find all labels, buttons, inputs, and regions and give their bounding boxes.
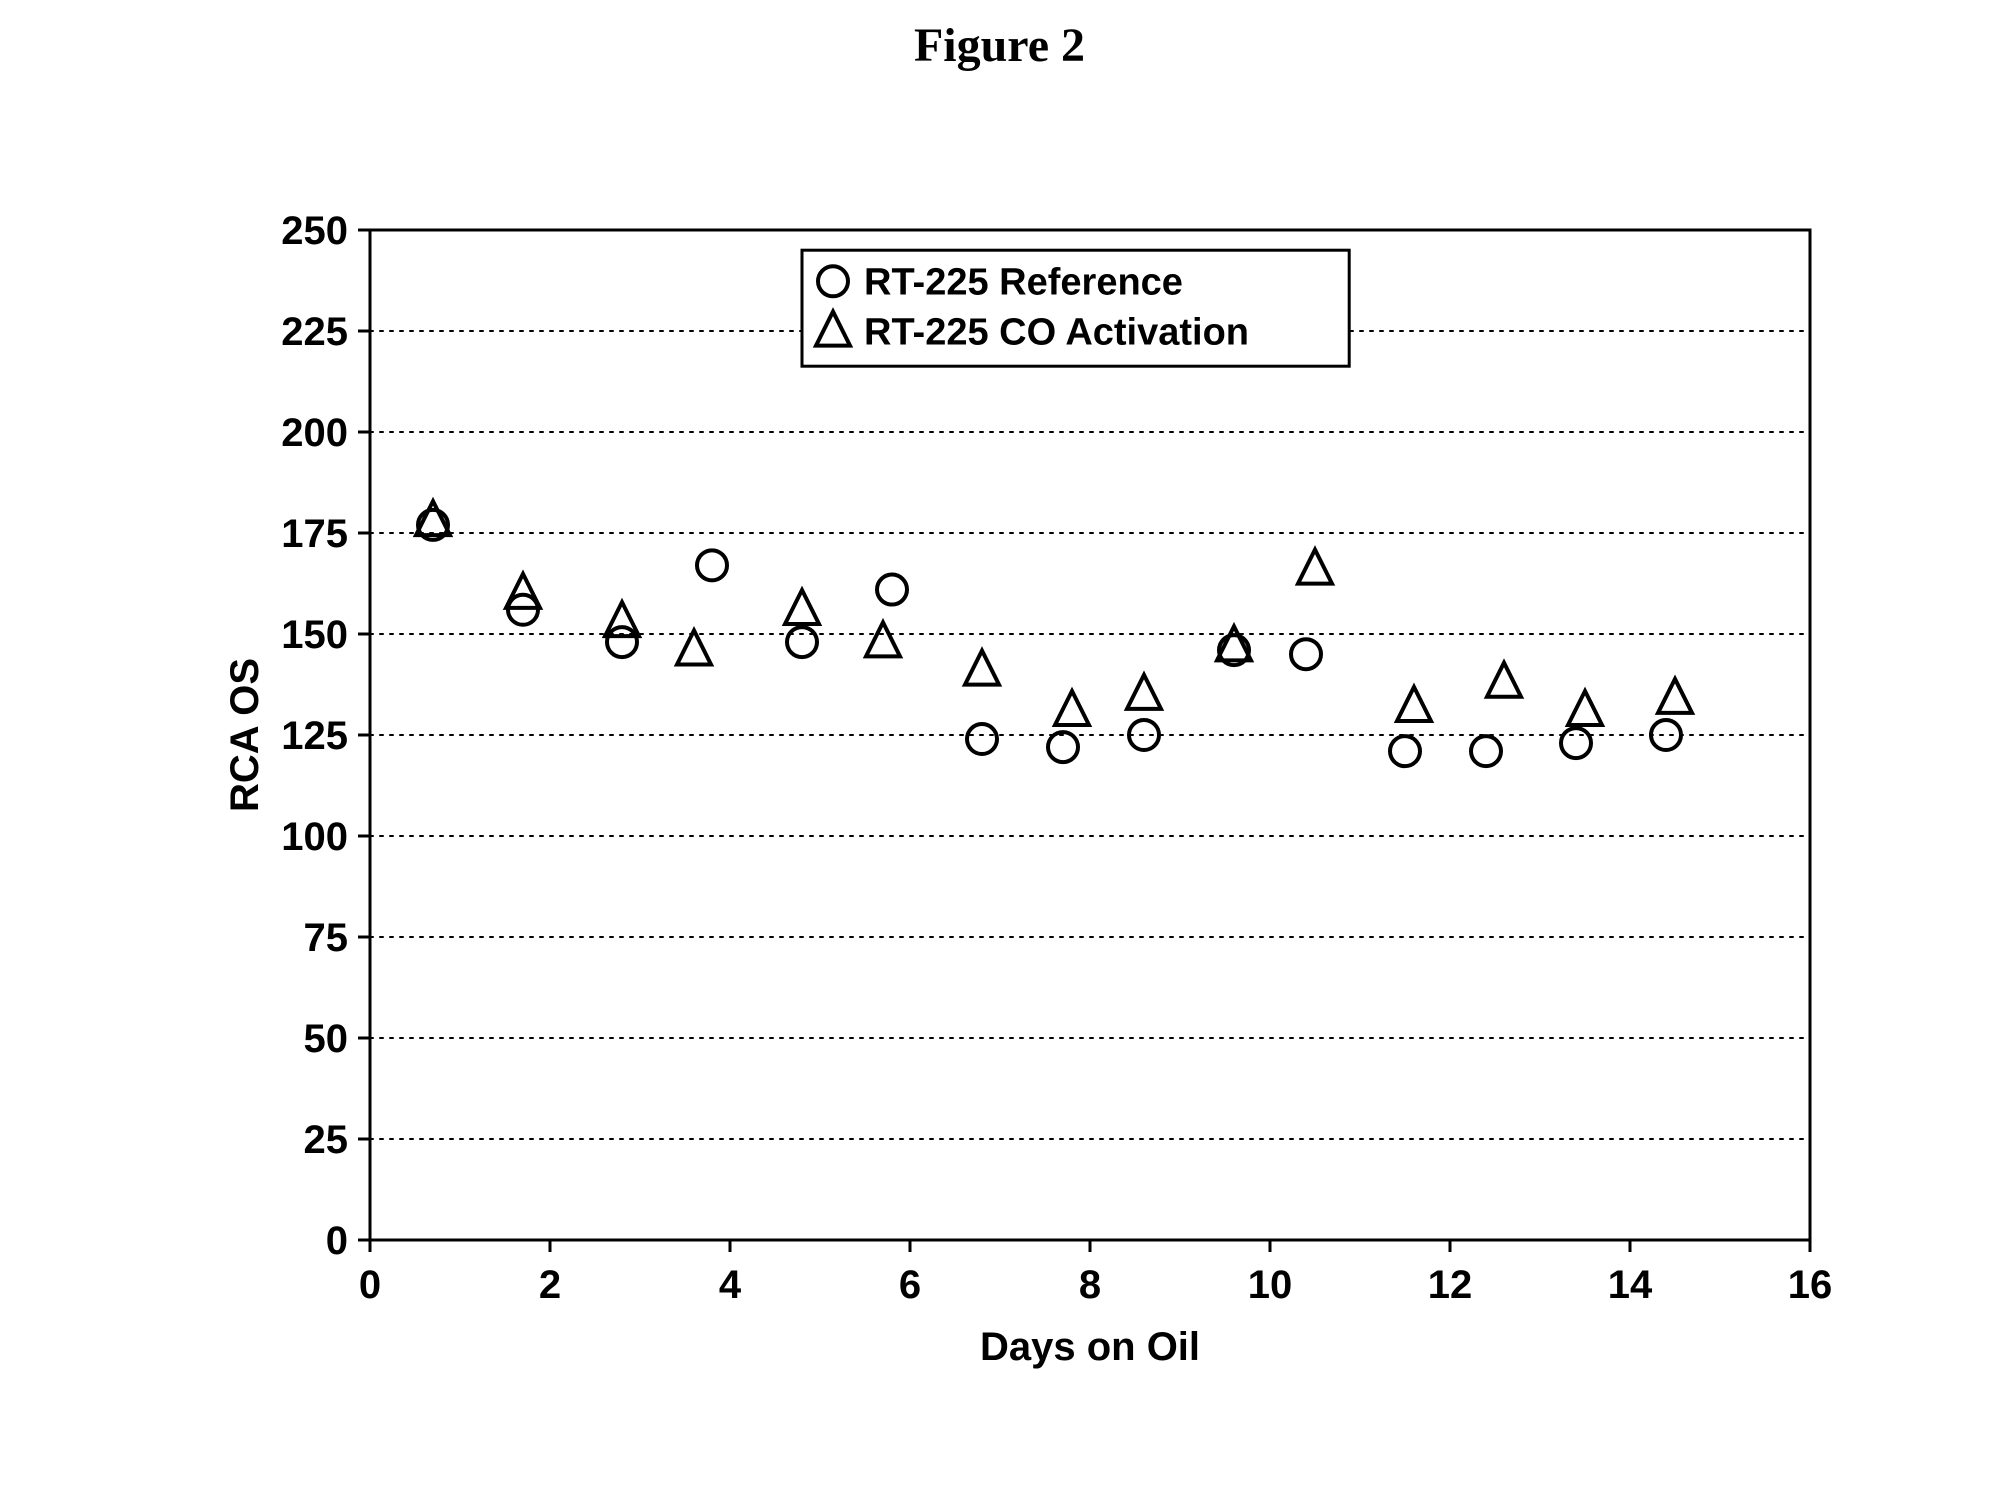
legend-label: RT-225 CO Activation	[864, 312, 1249, 354]
chart-container: 0 2 4 6 8 10 12 14 16 0 25 50 75 100 125 150 175 200 225 25…	[180, 200, 1880, 1440]
figure-title: Figure 2	[0, 18, 1999, 73]
y-tick-label: 225	[281, 310, 348, 354]
x-tick-label: 10	[1248, 1263, 1293, 1307]
x-tick-label: 8	[1079, 1263, 1101, 1307]
x-tick-label: 12	[1428, 1263, 1473, 1307]
y-tick-label: 50	[304, 1017, 349, 1061]
page: Figure 2 0 2 4 6 8 10 12 14 16 0 25 50 75 100 125 150 17…	[0, 0, 1999, 1488]
x-tick-label: 6	[899, 1263, 921, 1307]
scatter-chart: 0 2 4 6 8 10 12 14 16 0 25 50 75 100 125 150 175 200 225 25…	[180, 200, 1880, 1440]
y-tick-label: 75	[304, 916, 349, 960]
y-tick-label: 25	[304, 1118, 349, 1162]
y-tick-label: 150	[281, 613, 348, 657]
y-tick-label: 250	[281, 209, 348, 253]
y-tick-label: 200	[281, 411, 348, 455]
y-axis-label: RCA OS	[223, 658, 267, 812]
x-tick-label: 4	[719, 1263, 742, 1307]
x-tick-label: 0	[359, 1263, 381, 1307]
x-tick-label: 14	[1608, 1263, 1653, 1307]
y-tick-label: 125	[281, 714, 348, 758]
x-axis-label: Days on Oil	[980, 1325, 1200, 1369]
x-tick-label: 16	[1788, 1263, 1833, 1307]
legend: RT-225 Reference RT-225 CO Activation	[802, 250, 1349, 366]
x-tick-label: 2	[539, 1263, 561, 1307]
y-tick-label: 175	[281, 512, 348, 556]
legend-label: RT-225 Reference	[864, 262, 1183, 304]
y-tick-label: 100	[281, 815, 348, 859]
y-tick-label: 0	[326, 1219, 348, 1263]
